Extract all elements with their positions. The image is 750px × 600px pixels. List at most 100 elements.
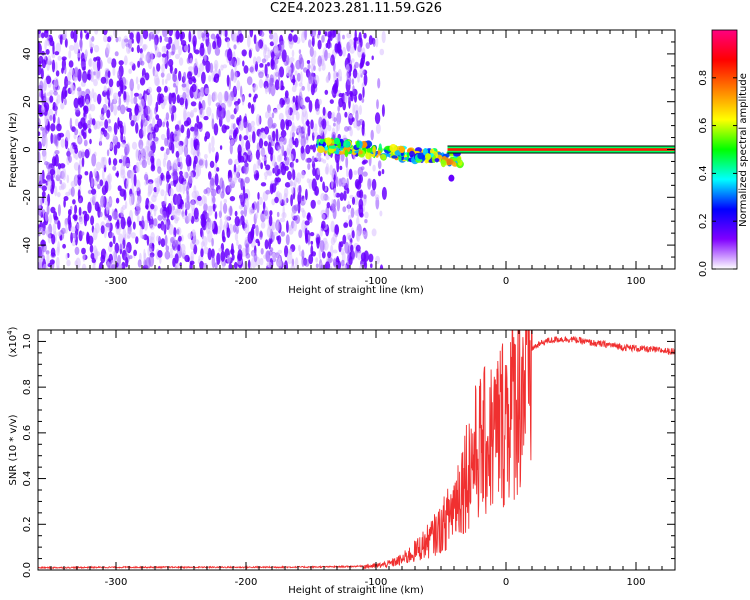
heatmap-cell [164,250,171,260]
heatmap-cell [217,91,223,103]
heatmap-cell [381,186,387,200]
heatmap-cell [324,49,328,62]
heatmap-cell [51,234,56,245]
heatmap-cell [255,149,260,160]
heatmap-cell [141,215,145,225]
heatmap-cell [316,236,320,249]
heatmap-cell [276,190,280,199]
heatmap-x-tick-label: -100 [365,276,388,287]
heatmap-cell [67,214,72,226]
heatmap-cell [94,30,99,35]
heatmap-cell [167,203,172,215]
heatmap-cell [298,49,302,54]
heatmap-cell [149,133,154,141]
heatmap-cell [264,210,268,217]
heatmap-cell [215,102,221,108]
heatmap-cell [336,72,339,77]
heatmap-cell [57,204,61,217]
heatmap-cell [261,58,267,63]
heatmap-cell [68,68,74,76]
heatmap-cell [260,162,263,170]
heatmap-cell [211,255,216,269]
heatmap-cell [355,120,361,131]
heatmap-cell [50,123,56,132]
heatmap-cell [140,60,145,66]
heatmap-y-ticks: -40 -20 0 20 40 [22,29,675,270]
heatmap-cell [337,41,341,53]
heatmap-cell [134,191,137,196]
heatmap-cell [183,171,187,180]
heatmap-cell [216,252,221,265]
heatmap-cell [87,120,91,126]
heatmap-cell [327,257,333,263]
heatmap-cell [159,93,165,104]
heatmap-cell [203,115,209,121]
heatmap-cell [354,209,360,216]
heatmap-cell [291,111,295,122]
heatmap-cell [327,52,331,59]
heatmap-cell [153,70,159,78]
colorbar-tick-label: 0.2 [698,213,709,229]
heatmap-cell [87,123,91,129]
heatmap-cell [283,192,288,206]
heatmap-blob [366,148,372,153]
heatmap-blob [391,155,398,159]
heatmap-cell [292,169,296,181]
heatmap-cell [110,102,114,113]
heatmap-cell [271,124,276,129]
heatmap-cell [305,133,309,141]
heatmap-cell [246,148,252,156]
heatmap-cell [170,236,175,244]
heatmap-cell [166,120,169,129]
heatmap-cell [196,144,200,157]
heatmap-cell [186,190,190,203]
heatmap-cell [363,32,367,39]
heatmap-cell [333,187,337,198]
heatmap-cell [101,127,106,132]
heatmap-cell [182,181,186,195]
heatmap-cell [46,59,50,72]
heatmap-blob [394,150,402,156]
heatmap-cell [140,52,144,60]
heatmap-cell [300,145,305,154]
heatmap-cell [214,173,219,187]
snr-x-tick-label: -100 [365,577,388,588]
heatmap-cell [315,263,319,269]
heatmap-cell [120,216,126,230]
heatmap-cell [311,155,315,165]
heatmap-cell [139,77,146,86]
heatmap-cell [150,155,155,164]
heatmap-cell [154,123,159,133]
heatmap-cell [203,203,208,212]
heatmap-cell [44,30,49,34]
heatmap-cell [379,264,384,269]
heatmap-cell [117,36,122,42]
heatmap-cell [106,43,111,55]
heatmap-cell [252,131,256,144]
heatmap-blob [406,152,410,158]
heatmap-cell [247,35,251,48]
heatmap-cell [57,163,62,170]
heatmap-cell [255,41,261,53]
heatmap-cell [178,70,182,82]
heatmap-cell [353,120,358,129]
heatmap-cell [292,103,297,113]
heatmap-cell [62,243,66,249]
heatmap-cell [341,259,345,267]
heatmap-cell [102,157,105,162]
heatmap-cell [290,264,296,269]
heatmap-cell [80,231,85,236]
heatmap-cell [381,169,385,175]
heatmap-cell [70,226,76,233]
heatmap-cell [285,55,290,66]
heatmap-cell [317,39,322,50]
heatmap-cell [91,88,95,99]
heatmap-cell [45,49,50,55]
heatmap-cell [351,58,355,63]
heatmap-cell [52,223,57,235]
heatmap-cell [259,149,266,156]
heatmap-cell [283,150,287,158]
heatmap-cell [305,233,309,244]
heatmap-cell [38,42,42,55]
heatmap-cell [154,136,159,145]
